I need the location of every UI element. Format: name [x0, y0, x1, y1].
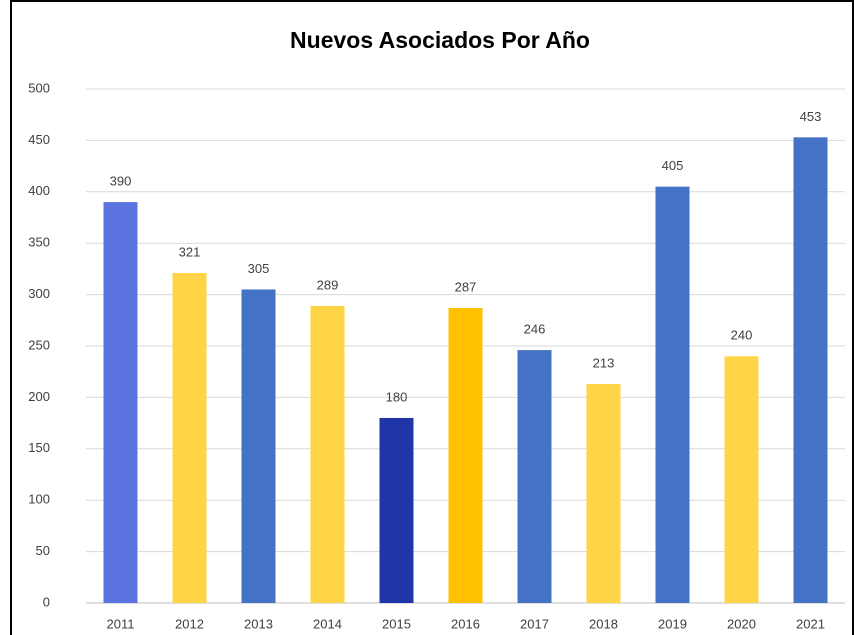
y-tick-label: 300: [28, 286, 50, 301]
y-tick-label: 100: [28, 492, 50, 507]
bar: [241, 289, 276, 603]
data-label: 405: [662, 158, 684, 173]
data-label: 240: [731, 328, 753, 343]
x-tick-label: 2016: [451, 616, 480, 631]
x-tick-label: 2014: [313, 616, 342, 631]
y-tick-label: 200: [28, 389, 50, 404]
data-label: 305: [248, 261, 270, 276]
y-tick-label: 350: [28, 235, 50, 250]
x-tick-label: 2012: [175, 616, 204, 631]
bar: [517, 350, 552, 603]
data-label: 289: [317, 277, 339, 292]
y-tick-label: 500: [28, 80, 50, 95]
x-tick-label: 2013: [244, 616, 273, 631]
bar: [448, 307, 483, 603]
x-tick-label: 2021: [796, 616, 825, 631]
data-label: 453: [800, 109, 822, 124]
x-tick-label: 2015: [382, 616, 411, 631]
data-label: 321: [179, 244, 201, 259]
bar: [586, 384, 621, 603]
bar: [655, 186, 690, 603]
bar: [103, 202, 138, 603]
data-label: 287: [455, 279, 477, 294]
data-label: 246: [524, 322, 546, 337]
y-tick-label: 0: [43, 594, 50, 609]
chart-title: Nuevos Asociados Por Año: [290, 27, 590, 53]
y-tick-label: 400: [28, 183, 50, 198]
bar: [172, 273, 207, 603]
y-tick-label: 250: [28, 337, 50, 352]
bar: [793, 137, 828, 604]
y-tick-label: 150: [28, 440, 50, 455]
x-tick-label: 2011: [107, 616, 135, 631]
chart-border: [10, 0, 854, 635]
data-label: 180: [386, 389, 408, 404]
x-tick-label: 2017: [520, 616, 549, 631]
bar: [379, 417, 414, 603]
data-label: 390: [110, 174, 132, 189]
bar: [724, 356, 759, 603]
y-tick-label: 50: [36, 543, 50, 558]
bar: [310, 305, 345, 603]
x-tick-label: 2019: [658, 616, 687, 631]
x-tick-label: 2018: [589, 616, 618, 631]
data-label: 213: [593, 355, 615, 370]
x-tick-label: 2020: [727, 616, 756, 631]
y-tick-label: 450: [28, 132, 50, 147]
